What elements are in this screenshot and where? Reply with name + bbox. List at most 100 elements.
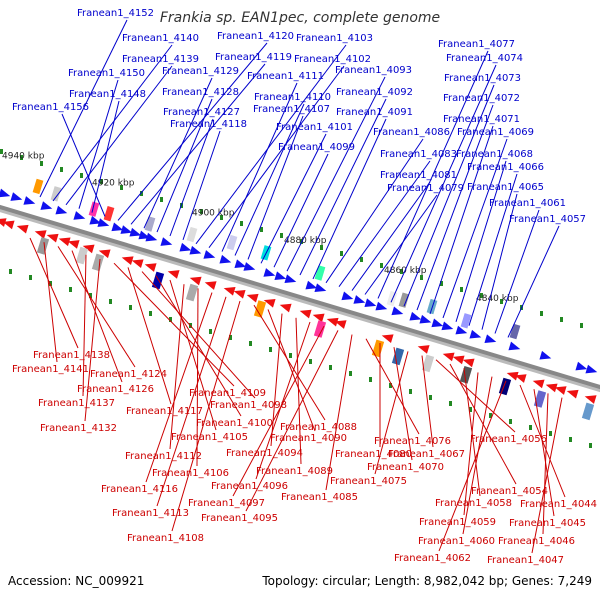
- reverse-gene-arrow-group: [16, 224, 29, 234]
- reverse-gene-leader: [253, 304, 326, 421]
- forward-gene-leader: [325, 138, 424, 284]
- feature-block: [391, 347, 405, 366]
- track-tick-mark: [569, 437, 572, 442]
- reverse-gene-label: Franean1_4095: [201, 513, 278, 524]
- reverse-gene-arrow: [279, 303, 292, 313]
- forward-gene-arrow: [219, 254, 232, 264]
- reverse-gene-arrow-group: [545, 383, 558, 393]
- forward-gene-arrow-group: [97, 218, 110, 227]
- forward-gene-label: Franean1_4086: [373, 127, 450, 138]
- reverse-gene-arrow-group: [233, 289, 246, 299]
- reverse-gene-arrow-group: [514, 374, 527, 383]
- track-tick-mark: [320, 245, 323, 250]
- reverse-gene-leader: [463, 372, 479, 516]
- forward-gene-arrow-group: [219, 254, 232, 264]
- track-tick-mark: [389, 383, 392, 388]
- reverse-gene-label: Franean1_4067: [388, 449, 465, 460]
- reverse-gene-arrow: [121, 256, 134, 265]
- forward-gene-arrow: [539, 350, 552, 360]
- feature-block: [144, 216, 156, 232]
- track-tick-mark: [100, 179, 103, 184]
- reverse-gene-leader: [542, 393, 549, 535]
- forward-gene-label: Franean1_4081: [380, 170, 457, 181]
- track-tick-mark: [469, 407, 472, 412]
- track-tick-mark: [369, 377, 372, 382]
- feature-block: [498, 377, 512, 396]
- track-tick-mark: [380, 263, 383, 268]
- position-label: 4940 kbp: [2, 152, 45, 162]
- forward-gene-arrow: [284, 274, 297, 284]
- track-tick-mark: [340, 251, 343, 256]
- track-tick-mark: [169, 317, 172, 322]
- feature-block: [581, 402, 595, 421]
- track-tick-mark: [529, 425, 532, 430]
- forward-gene-leader: [91, 100, 120, 213]
- reverse-gene-label: Franean1_4141: [12, 364, 89, 375]
- forward-gene-leader: [494, 209, 540, 334]
- forward-gene-leader: [143, 77, 213, 229]
- genome-backbone: [0, 204, 600, 390]
- forward-gene-label: Franean1_4091: [336, 107, 413, 118]
- track-tick-mark: [229, 335, 232, 340]
- forward-gene-arrow-group: [160, 237, 173, 246]
- forward-gene-leader: [390, 64, 497, 303]
- forward-gene-arrow-group: [484, 334, 497, 344]
- track-tick-mark: [349, 371, 352, 376]
- reverse-gene-arrow-group: [46, 233, 59, 243]
- forward-gene-label: Franean1_4107: [253, 104, 330, 115]
- forward-gene-leader: [468, 173, 518, 326]
- forward-gene-label: Franean1_4140: [122, 33, 199, 44]
- reverse-gene-label: Franean1_4089: [256, 466, 333, 477]
- reverse-gene-arrow: [554, 386, 567, 395]
- forward-gene-label: Franean1_4074: [446, 53, 523, 64]
- forward-gene-arrow: [274, 271, 287, 281]
- forward-gene-arrow: [575, 361, 588, 371]
- reverse-gene-arrow-group: [98, 249, 111, 259]
- reverse-gene-arrow: [67, 240, 80, 249]
- feature-block: [103, 205, 115, 222]
- forward-gene-leader: [299, 98, 387, 276]
- forward-gene-leader: [182, 130, 221, 241]
- forward-gene-label: Franean1_4118: [170, 119, 247, 130]
- feature-block: [75, 246, 89, 265]
- reverse-gene-arrow: [167, 270, 180, 279]
- track-tick-mark: [240, 221, 243, 226]
- reverse-gene-arrow: [0, 218, 7, 227]
- forward-gene-leader: [52, 44, 173, 202]
- forward-gene-leader: [377, 50, 489, 299]
- feature-block: [386, 290, 398, 307]
- track-tick-mark: [200, 209, 203, 214]
- forward-gene-label: Franean1_4066: [467, 162, 544, 173]
- reverse-gene-label: Franean1_4062: [394, 553, 471, 564]
- reverse-gene-arrow: [46, 233, 59, 243]
- reverse-gene-arrow-group: [131, 259, 144, 268]
- forward-gene-arrow-group: [341, 291, 354, 301]
- forward-gene-arrow-group: [508, 341, 521, 351]
- reverse-gene-leader: [169, 279, 217, 431]
- reverse-gene-arrow-group: [58, 237, 71, 247]
- track-tick-mark: [160, 197, 163, 202]
- track-tick-mark: [309, 359, 312, 364]
- forward-gene-leader: [234, 103, 305, 256]
- forward-gene-leader: [481, 193, 518, 330]
- forward-gene-arrow-group: [129, 227, 142, 237]
- feature-block: [36, 237, 50, 255]
- reverse-gene-arrow-group: [312, 313, 325, 323]
- reverse-gene-leader: [325, 334, 353, 491]
- reverse-gene-arrow-group: [532, 379, 545, 389]
- reverse-gene-arrow: [452, 355, 465, 365]
- reverse-gene-label: Franean1_4060: [418, 536, 495, 547]
- forward-gene-leader: [416, 104, 494, 311]
- reverse-gene-arrow-group: [144, 263, 157, 272]
- reverse-gene-arrow: [263, 298, 276, 308]
- reverse-gene-arrow: [326, 317, 339, 327]
- forward-gene-arrow: [441, 321, 454, 331]
- reverse-gene-arrow: [223, 286, 236, 296]
- reverse-gene-label: Franean1_4090: [270, 433, 347, 444]
- reverse-gene-leader: [267, 309, 316, 432]
- reverse-gene-label: Franean1_4075: [330, 476, 407, 487]
- reverse-gene-arrow-group: [442, 352, 455, 362]
- forward-gene-arrow: [364, 298, 377, 308]
- position-label: 4900 kbp: [192, 209, 235, 219]
